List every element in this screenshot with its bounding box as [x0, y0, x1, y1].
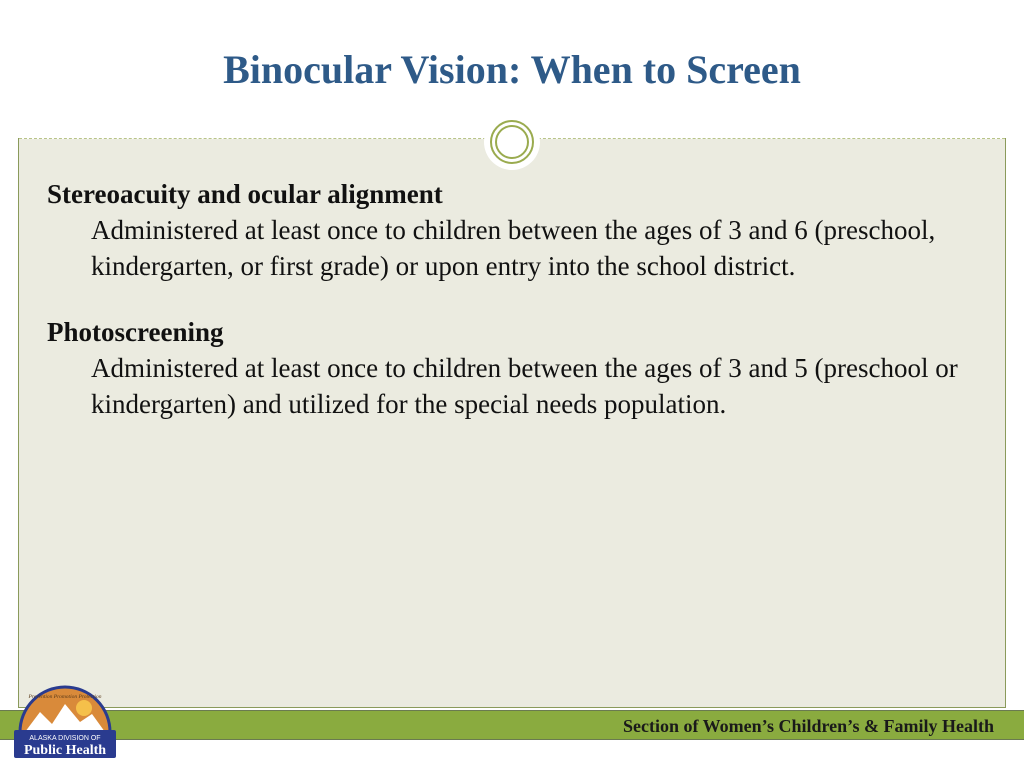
- footer-bar: Section of Women’s Children’s & Family H…: [0, 710, 1024, 740]
- sun-icon: [76, 700, 92, 716]
- slide-title: Binocular Vision: When to Screen: [18, 18, 1006, 93]
- section-heading: Stereoacuity and ocular alignment: [47, 179, 977, 210]
- section-body: Administered at least once to children b…: [91, 212, 977, 285]
- body-area: Stereoacuity and ocular alignment Admini…: [19, 139, 1005, 707]
- decorative-ring: [484, 114, 540, 170]
- ring-inner: [495, 125, 529, 159]
- slide: Stereoacuity and ocular alignment Admini…: [0, 0, 1024, 768]
- logo-line2: Public Health: [24, 743, 106, 758]
- footer-text: Section of Women’s Children’s & Family H…: [623, 716, 994, 736]
- public-health-logo: Prevention Promotion Protection ALASKA D…: [10, 672, 120, 762]
- section-body: Administered at least once to children b…: [91, 350, 977, 423]
- section-heading: Photoscreening: [47, 317, 977, 348]
- logo-top-text: Prevention Promotion Protection: [27, 694, 101, 700]
- logo-line1: ALASKA DIVISION OF: [29, 735, 100, 742]
